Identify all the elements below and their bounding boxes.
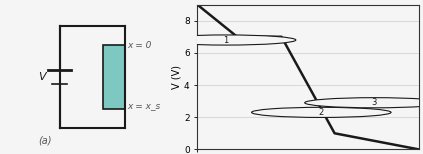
Circle shape	[305, 98, 423, 108]
Text: (a): (a)	[38, 135, 51, 145]
Text: x = 0: x = 0	[128, 41, 152, 50]
Text: 2: 2	[319, 108, 324, 117]
Text: V: V	[38, 72, 46, 82]
Text: 1: 1	[223, 36, 229, 45]
Circle shape	[252, 107, 391, 118]
Text: 3: 3	[372, 98, 377, 107]
Y-axis label: V (V): V (V)	[171, 65, 181, 89]
FancyBboxPatch shape	[103, 45, 125, 109]
Text: x = x_s: x = x_s	[128, 101, 161, 110]
Circle shape	[157, 35, 296, 45]
